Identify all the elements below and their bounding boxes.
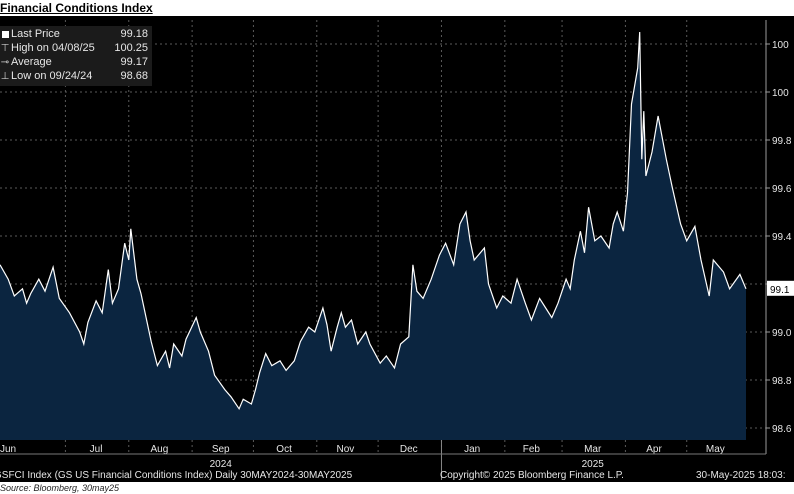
low-marker-icon: ⊥ <box>0 70 10 82</box>
footer-left: GSFCI Index (GS US Financial Conditions … <box>0 470 353 481</box>
footer-timestamp: 30-May-2025 18:03: <box>696 470 786 481</box>
y-tick-label: 99.6 <box>772 184 792 195</box>
legend: Last Price 99.18 ⊤ High on 04/08/25 100.… <box>0 26 152 86</box>
legend-label: High on 04/08/25 <box>11 42 95 54</box>
x-axis-ticks: Jun Jul Aug Sep Oct Nov Dec Jan Feb Mar Apr May 2024… <box>0 444 766 470</box>
legend-value: 99.17 <box>120 56 148 68</box>
high-marker-icon: ⊤ <box>0 42 10 54</box>
y-tick-label: 100 <box>772 88 789 99</box>
y-tick-label: 99.4 <box>772 232 792 243</box>
x-tick-label: Sep <box>212 444 230 455</box>
series-area-fill <box>0 32 746 440</box>
legend-value: 99.18 <box>120 28 148 40</box>
y-tick-label: 98.6 <box>772 424 792 435</box>
last-value-box <box>767 280 794 296</box>
x-tick-label: Feb <box>523 444 541 455</box>
x-tick-label: Apr <box>646 444 662 455</box>
year-label: 2024 <box>210 459 233 470</box>
legend-row-last: Last Price 99.18 <box>0 27 152 41</box>
y-tick-label: 100 <box>772 40 789 51</box>
y-tick-label: 98.8 <box>772 376 792 387</box>
last-value-label: 99.1 <box>770 285 790 296</box>
y-tick-label: 99.8 <box>772 136 792 147</box>
y-axis-ticks: 98.6 98.8 99.0 99.1 99.4 99.6 99.8 100 100 <box>766 40 792 435</box>
chart-footer: GSFCI Index (GS US Financial Conditions … <box>0 470 786 481</box>
legend-row-high: ⊤ High on 04/08/25 100.25 <box>0 41 152 55</box>
series-line <box>0 31 747 411</box>
legend-row-low: ⊥ Low on 09/24/24 98.68 <box>0 69 152 83</box>
average-marker-icon: ⊸ <box>0 56 10 68</box>
footer-copyright: Copyright© 2025 Bloomberg Finance L.P. <box>440 470 624 481</box>
chart-title: Financial Conditions Index <box>0 1 153 15</box>
legend-row-average: ⊸ Average 99.17 <box>0 55 152 69</box>
year-label: 2025 <box>582 459 605 470</box>
source-note: Source: Bloomberg, 30may25 <box>0 483 120 493</box>
legend-label: Average <box>11 56 52 68</box>
x-tick-label: Jan <box>464 444 480 455</box>
x-tick-label: Nov <box>337 444 355 455</box>
x-tick-label: Jun <box>0 444 16 455</box>
x-tick-label: May <box>706 444 725 455</box>
x-tick-label: Aug <box>151 444 169 455</box>
legend-value: 100.25 <box>114 42 148 54</box>
y-tick-label: 99.0 <box>772 328 792 339</box>
x-tick-label: Oct <box>276 444 292 455</box>
legend-value: 98.68 <box>120 70 148 82</box>
last-price-box-icon <box>2 30 9 38</box>
legend-label: Low on 09/24/24 <box>11 70 93 82</box>
x-tick-label: Dec <box>400 444 418 455</box>
x-tick-label: Jul <box>90 444 103 455</box>
last-value-marker: 99.1 <box>767 280 794 296</box>
legend-label: Last Price <box>11 28 60 40</box>
x-tick-label: Mar <box>584 444 602 455</box>
